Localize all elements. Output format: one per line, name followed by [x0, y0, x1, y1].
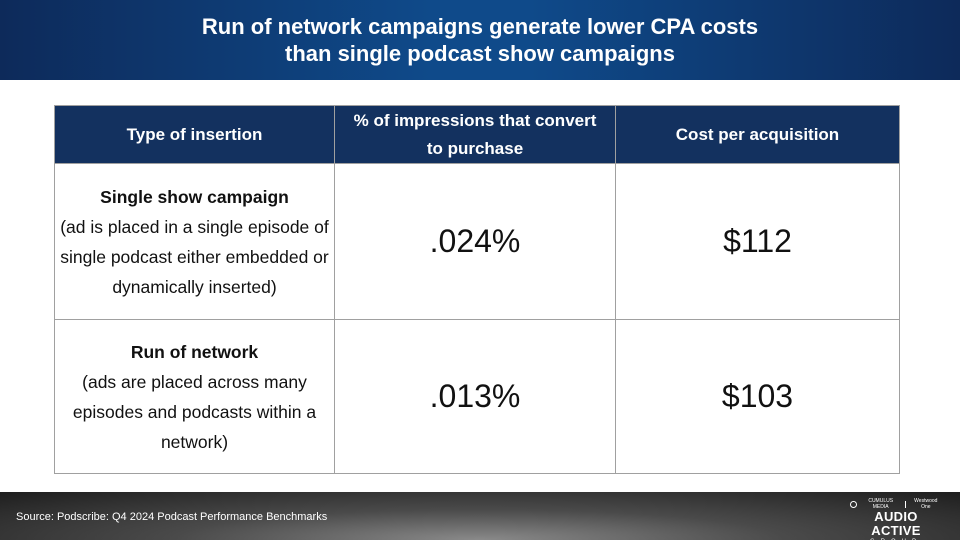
- cpa-cell: $103: [615, 319, 900, 474]
- cumulus-logo-icon: [850, 500, 857, 508]
- insertion-type-title: Single show campaign: [100, 186, 289, 207]
- slide-footer: Source: Podscribe: Q4 2024 Podcast Perfo…: [0, 492, 960, 545]
- header-impressions-conversion: % of impressions that convert to purchas…: [334, 105, 616, 164]
- audio-active-group-logo: CUMULUS MEDIA Westwood One AUDIO ACTIVE …: [850, 498, 942, 546]
- source-citation: Source: Podscribe: Q4 2024 Podcast Perfo…: [16, 511, 328, 523]
- comparison-table: Type of insertion % of impressions that …: [54, 105, 900, 474]
- table-header-row: Type of insertion % of impressions that …: [54, 105, 900, 164]
- table-row: Single show campaign (ad is placed in a …: [54, 163, 900, 320]
- slide-title-line-1: Run of network campaigns generate lower …: [201, 14, 759, 39]
- conversion-rate-cell: .013%: [334, 319, 616, 474]
- header-cost-per-acquisition: Cost per acquisition: [615, 105, 900, 164]
- slide-header: Run of network campaigns generate lower …: [0, 0, 960, 80]
- insertion-type-cell: Single show campaign (ad is placed in a …: [54, 163, 335, 320]
- logo-cumulus-text: CUMULUS MEDIA: [868, 498, 894, 510]
- conversion-rate-cell: .024%: [334, 163, 616, 320]
- header-type-of-insertion: Type of insertion: [54, 105, 335, 164]
- logo-divider: [904, 500, 906, 508]
- logo-westwood-text: Westwood One: [914, 498, 938, 510]
- cpa-cell: $112: [615, 163, 900, 320]
- insertion-type-title: Run of network: [130, 341, 259, 362]
- insertion-type-description: (ad is placed in a single episode of sin…: [60, 216, 329, 297]
- logo-brand-text: AUDIO ACTIVE: [871, 509, 921, 538]
- insertion-type-cell: Run of network (ads are placed across ma…: [54, 319, 335, 474]
- table-row: Run of network (ads are placed across ma…: [54, 319, 900, 474]
- logo-sub-text: GROUP: [869, 539, 922, 545]
- slide-title-line-2: than single podcast show campaigns: [285, 41, 675, 66]
- insertion-type-description: (ads are placed across many episodes and…: [72, 371, 317, 452]
